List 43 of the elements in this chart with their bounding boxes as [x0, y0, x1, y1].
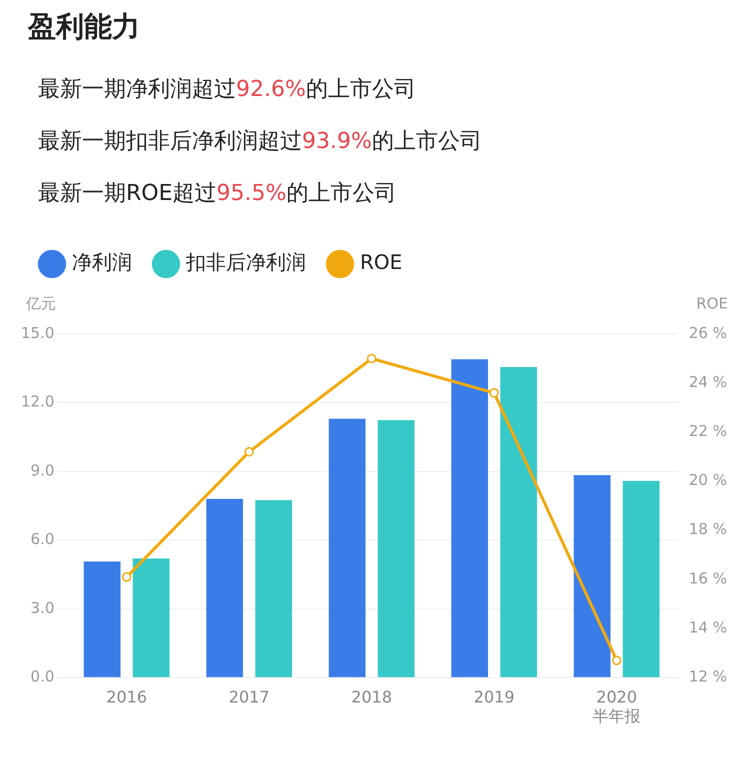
x-tick-label: 2018 — [351, 687, 392, 706]
y2-tick-label: 22 % — [688, 422, 727, 440]
y-tick-label: 15.0 — [20, 324, 54, 342]
y-axis-title: 亿元 — [25, 294, 56, 312]
legend-label: 净利润 — [72, 250, 132, 274]
bar — [206, 498, 244, 678]
y-tick-label: 3.0 — [30, 598, 54, 617]
bar — [328, 418, 366, 678]
text: 最新一期扣非后净利润超过93.9%的上市公司 — [38, 129, 482, 154]
bar — [378, 420, 415, 678]
y2-tick-label: 12 % — [688, 667, 727, 686]
bar — [622, 480, 660, 678]
legend-label: ROE — [360, 250, 402, 274]
y2-tick-label: 16 % — [688, 569, 727, 588]
bar — [574, 475, 611, 678]
bar — [500, 366, 538, 678]
y2-tick-label: 18 % — [688, 520, 727, 538]
y2-tick-label: 20 % — [688, 471, 727, 490]
text: 最新一期净利润超过92.6%的上市公司 — [38, 77, 416, 102]
bar — [132, 558, 170, 678]
text: 最新一期ROE超过95.5%的上市公司 — [38, 181, 396, 206]
y-tick-label: 6.0 — [30, 530, 54, 548]
bar — [255, 500, 292, 678]
bar — [451, 359, 488, 678]
y-tick-label: 9.0 — [30, 461, 54, 480]
legend-label: 扣非后净利润 — [185, 250, 306, 274]
point — [612, 656, 622, 666]
point — [244, 447, 254, 457]
y2-tick-label: 24 % — [688, 372, 727, 391]
point — [122, 572, 132, 582]
y2-tick-label: 14 % — [688, 618, 727, 636]
x-tick-label: 2016 — [106, 687, 148, 706]
point — [366, 354, 376, 364]
chart-title: 盈利能力 — [28, 9, 141, 45]
y2-tick-label: 26 % — [688, 324, 727, 342]
x-tick-label: 2019 — [474, 687, 515, 706]
y-tick-label: 12.0 — [20, 392, 54, 411]
y2-axis-title: ROE — [696, 294, 728, 312]
point — [489, 388, 499, 398]
x-tick-label: 2017 — [228, 687, 270, 706]
y-tick-label: 0.0 — [30, 667, 54, 686]
bar — [84, 561, 121, 678]
x-tick-label: 2020 半年报 — [592, 687, 641, 726]
